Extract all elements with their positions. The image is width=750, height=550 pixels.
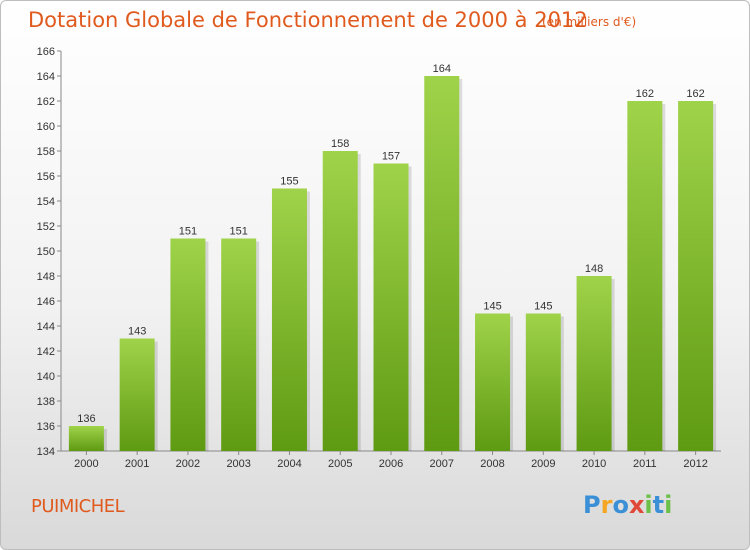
y-tick-label: 140 [37, 371, 55, 383]
brand-letter: P [583, 491, 601, 519]
x-tick-label: 2004 [277, 458, 301, 470]
y-tick-label: 138 [37, 396, 55, 408]
x-tick-label: 2011 [633, 458, 657, 470]
x-tick-label: 2008 [480, 458, 504, 470]
y-tick-label: 142 [37, 346, 55, 358]
brand-letter: t [652, 491, 665, 519]
chart-axes: 1341361381401421441461481501521541561581… [37, 46, 721, 470]
x-tick-label: 2010 [582, 458, 606, 470]
data-label: 148 [585, 263, 603, 275]
x-tick-label: 2009 [531, 458, 555, 470]
chart-title: Dotation Globale de Fonctionnement de 20… [28, 8, 588, 32]
data-label: 151 [179, 226, 197, 238]
y-tick-label: 152 [37, 221, 55, 233]
y-tick-label: 162 [37, 96, 55, 108]
x-tick-label: 2005 [328, 458, 352, 470]
y-tick-label: 154 [37, 196, 55, 208]
x-tick-label: 2000 [74, 458, 98, 470]
y-tick-label: 164 [37, 71, 55, 83]
chart-subtitle: (en milliers d'€) [542, 15, 637, 29]
bar-2009 [525, 313, 561, 451]
y-tick-label: 146 [37, 296, 55, 308]
bar-2005 [322, 151, 358, 451]
bar-2004 [271, 188, 307, 451]
brand-letter: i [644, 491, 653, 519]
x-tick-label: 2007 [430, 458, 454, 470]
brand-letter: o [612, 491, 629, 519]
bar-2001 [119, 338, 155, 451]
bar-2010 [576, 276, 612, 451]
bar-2000 [68, 426, 104, 451]
y-tick-label: 144 [37, 321, 55, 333]
brand-letter: i [664, 491, 673, 519]
data-label: 155 [280, 176, 298, 188]
bar-2006 [373, 163, 409, 451]
y-tick-label: 166 [37, 46, 55, 58]
y-tick-label: 156 [37, 171, 55, 183]
x-tick-label: 2002 [176, 458, 200, 470]
bar-2002 [170, 238, 206, 451]
data-label: 164 [433, 63, 451, 75]
x-tick-label: 2006 [379, 458, 403, 470]
bar-2012 [678, 101, 714, 451]
proxiti-logo[interactable]: Proxiti [583, 491, 672, 519]
data-label: 162 [636, 88, 654, 100]
bar-2008 [475, 313, 511, 451]
y-tick-label: 158 [37, 146, 55, 158]
y-tick-label: 150 [37, 246, 55, 258]
y-tick-label: 148 [37, 271, 55, 283]
y-tick-label: 136 [37, 421, 55, 433]
x-tick-label: 2001 [125, 458, 149, 470]
y-tick-label: 160 [37, 121, 55, 133]
x-tick-label: 2012 [683, 458, 707, 470]
data-label: 145 [534, 301, 552, 313]
x-tick-label: 2003 [226, 458, 250, 470]
bar-2003 [221, 238, 257, 451]
bar-2007 [424, 76, 460, 451]
chart-data-labels: 136 143 151 151 155 158 157 164 145 145 148 162 162 [77, 63, 705, 425]
brand-letter: r [600, 491, 613, 519]
brand-letter: x [628, 491, 645, 519]
bar-2011 [627, 101, 663, 451]
data-label: 158 [331, 138, 349, 150]
city-name: PUIMICHEL [31, 496, 125, 517]
data-label: 143 [128, 326, 146, 338]
data-label: 151 [230, 226, 248, 238]
data-label: 157 [382, 151, 400, 163]
data-label: 162 [686, 88, 704, 100]
chart-bars [68, 76, 717, 451]
data-label: 136 [77, 413, 95, 425]
data-label: 145 [483, 301, 501, 313]
y-tick-label: 134 [37, 446, 55, 458]
